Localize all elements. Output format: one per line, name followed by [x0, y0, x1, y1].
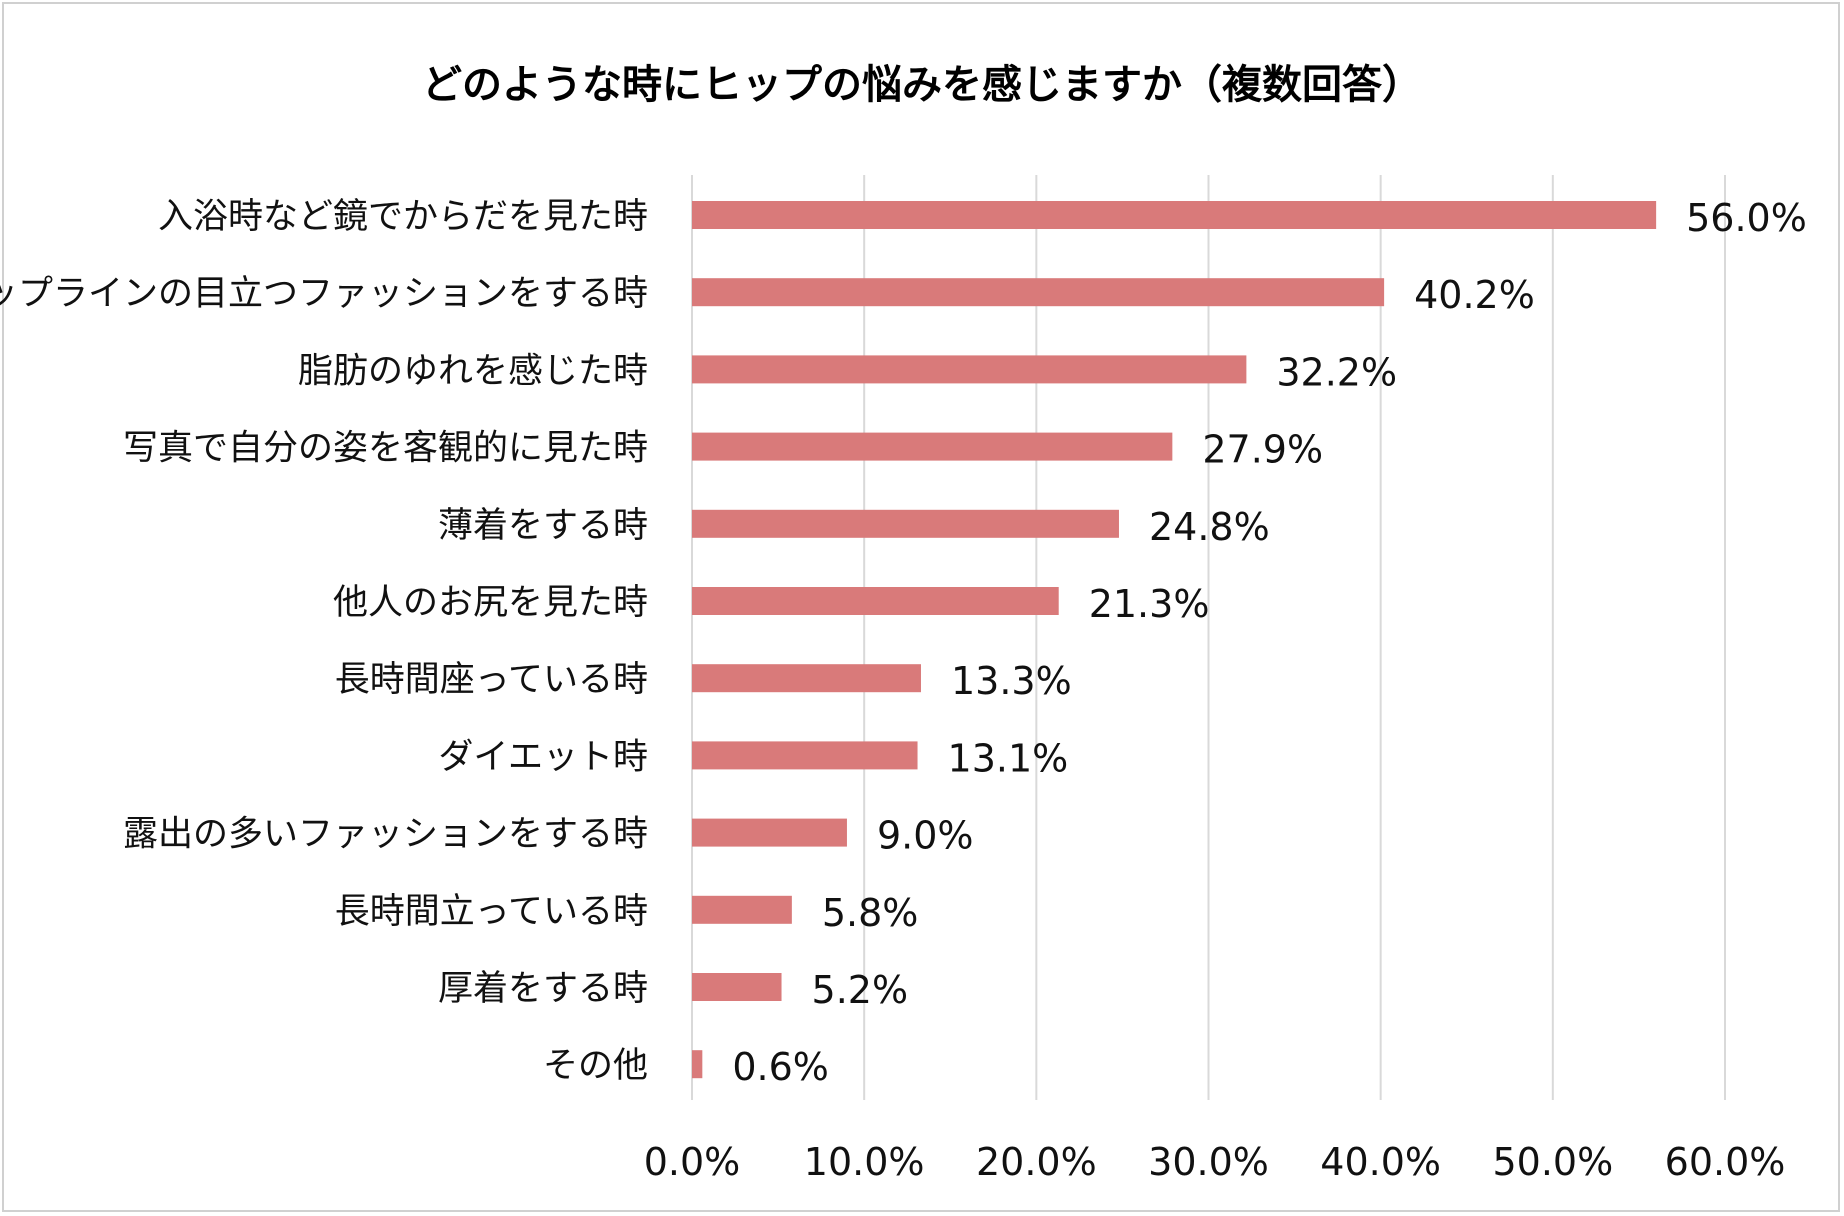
category-label: ダイエット時	[438, 737, 648, 777]
data-label: 5.2%	[812, 968, 909, 1012]
bar	[692, 741, 918, 770]
bar	[692, 1050, 703, 1079]
bar	[692, 509, 1119, 538]
x-tick-label: 60.0%	[1665, 1140, 1786, 1184]
data-labels: 56.0% 40.2% 32.2% 27.9% 24.8% 21.3% 13.3% 13.1%…	[732, 196, 1807, 1089]
bars	[692, 201, 1657, 1079]
bar	[692, 278, 1385, 307]
category-label: 写真で自分の姿を客観的に見た時	[123, 429, 648, 469]
category-label: 入浴時など鏡でからだを見た時	[158, 197, 648, 237]
bar	[692, 664, 921, 693]
x-axis-tick-labels: 0.0% 10.0% 20.0% 30.0% 40.0% 50.0% 60.0%	[644, 1140, 1786, 1184]
x-tick-label: 30.0%	[1148, 1140, 1269, 1184]
bar	[692, 587, 1059, 615]
data-label: 56.0%	[1686, 196, 1807, 240]
category-label: 脂肪のゆれを感じた時	[298, 351, 648, 391]
data-label: 24.8%	[1149, 505, 1270, 549]
bar	[692, 818, 847, 847]
bar	[692, 201, 1657, 229]
chart-title: どのような時にヒップの悩みを感じますか（複数回答）	[422, 62, 1422, 108]
data-label: 13.3%	[951, 659, 1072, 703]
data-label: 21.3%	[1089, 582, 1210, 626]
category-labels: 入浴時など鏡でからだを見た時ヒップラインの目立つファッションをする時脂肪のゆれを…	[0, 197, 648, 1086]
data-label: 9.0%	[877, 814, 974, 858]
x-tick-label: 40.0%	[1320, 1140, 1441, 1184]
category-label: 厚着をする時	[438, 969, 648, 1009]
x-tick-label: 10.0%	[804, 1140, 925, 1184]
category-label: その他	[543, 1046, 648, 1086]
x-tick-label: 0.0%	[644, 1140, 741, 1184]
data-label: 5.8%	[822, 891, 919, 935]
category-label: ヒップラインの目立つファッションをする時	[0, 274, 648, 314]
data-label: 0.6%	[732, 1045, 829, 1089]
data-label: 13.1%	[948, 736, 1069, 780]
data-label: 32.2%	[1276, 350, 1397, 394]
x-tick-label: 20.0%	[976, 1140, 1097, 1184]
bar	[692, 432, 1173, 461]
bar	[692, 973, 782, 1001]
category-label: 薄着をする時	[438, 506, 648, 546]
category-label: 長時間立っている時	[335, 892, 648, 932]
category-label: 長時間座っている時	[335, 660, 648, 700]
x-tick-label: 50.0%	[1492, 1140, 1613, 1184]
category-label: 露出の多いファッションをする時	[123, 815, 648, 855]
bar	[692, 355, 1247, 384]
gridlines	[691, 175, 1726, 1100]
data-label: 40.2%	[1414, 273, 1535, 317]
data-label: 27.9%	[1202, 428, 1323, 472]
category-label: 他人のお尻を見た時	[333, 583, 648, 623]
bar	[692, 895, 792, 924]
